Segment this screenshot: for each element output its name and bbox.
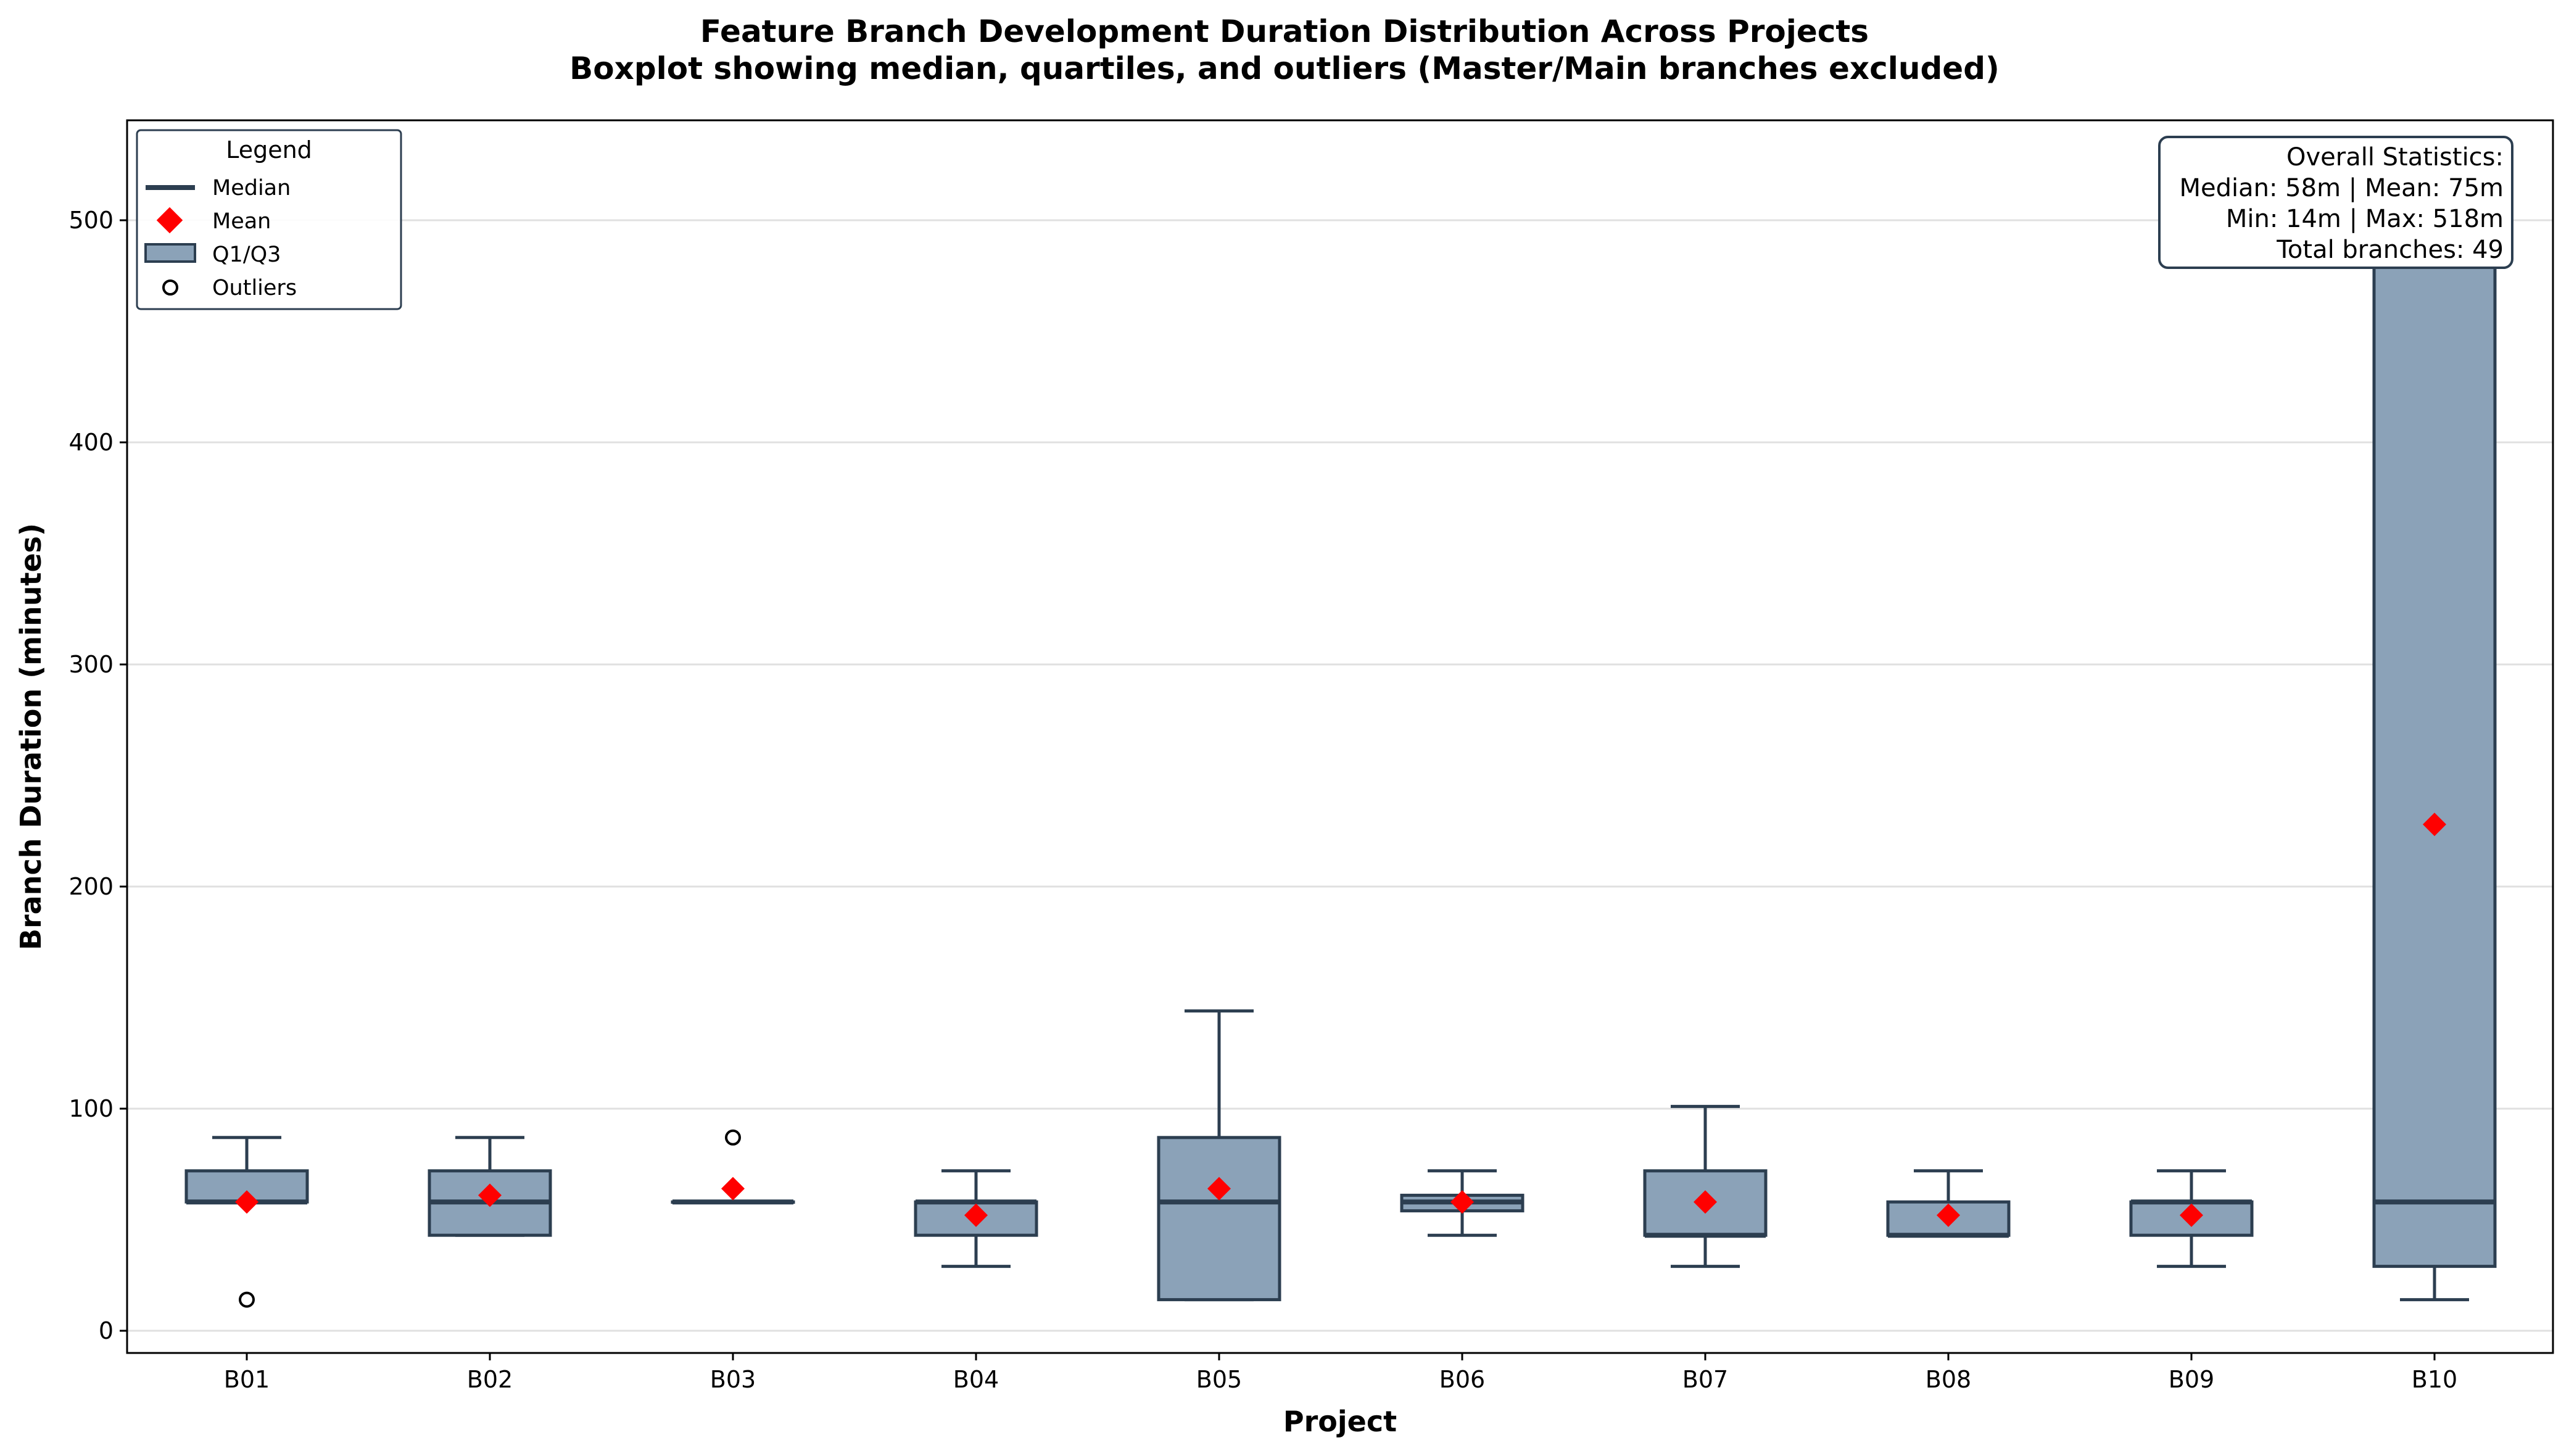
outlier-B01-0 (239, 1291, 255, 1308)
outlier-B03-0 (725, 1129, 741, 1146)
legend-mean-swatch (156, 207, 183, 234)
mean-marker-B07 (1694, 1190, 1717, 1214)
mean-marker-B03 (721, 1177, 745, 1201)
box-B10 (2372, 178, 2497, 1302)
legend-median-label: Median (212, 176, 291, 201)
x-tick-label-B10: B10 (2412, 1366, 2457, 1393)
mean-marker-B01 (235, 1190, 259, 1214)
box-B08 (1886, 1169, 2011, 1238)
mean-marker-B04 (964, 1203, 988, 1227)
plot-area-frame (126, 119, 2554, 1354)
legend-outlier-swatch (162, 279, 178, 296)
y-tick-label-400: 400 (68, 429, 114, 456)
x-tick-label-B04: B04 (953, 1366, 999, 1393)
box-B09 (2129, 1169, 2254, 1268)
y-tick-label-300: 300 (68, 651, 114, 678)
stats-line-2: Median: 58m | Mean: 75m (2180, 174, 2504, 202)
y-tick-label-100: 100 (68, 1095, 114, 1122)
x-tick-label-B03: B03 (710, 1366, 756, 1393)
legend-mean-label: Mean (212, 209, 271, 234)
box-B01 (184, 1136, 309, 1308)
stats-line-3: Min: 14m | Max: 518m (2226, 205, 2504, 233)
box-B02 (428, 1136, 552, 1237)
iqr-box-B10 (2372, 178, 2497, 1268)
stats-line-4: Total branches: 49 (2276, 236, 2504, 264)
y-tick-label-0: 0 (99, 1317, 114, 1344)
mean-marker-B06 (1450, 1190, 1474, 1214)
legend-q1q3-swatch (144, 243, 196, 263)
legend-title: Legend (226, 136, 312, 163)
box-B04 (914, 1169, 1038, 1268)
legend-frame (136, 129, 402, 310)
x-tick-label-B02: B02 (467, 1366, 513, 1393)
box-B03 (671, 1129, 795, 1205)
x-axis-label: Project (1283, 1405, 1397, 1438)
mean-marker-B09 (2180, 1203, 2203, 1227)
x-tick-label-B05: B05 (1196, 1366, 1242, 1393)
x-tick-label-B06: B06 (1439, 1366, 1485, 1393)
stats-box-frame (2158, 136, 2513, 269)
x-tick-label-B07: B07 (1682, 1366, 1728, 1393)
y-axis-label: Branch Duration (minutes) (14, 523, 48, 950)
boxes (184, 178, 2497, 1308)
stats-line-1: Overall Statistics: (2286, 143, 2504, 172)
box-B07 (1643, 1104, 1768, 1268)
legend: Legend Median Mean Q1/Q3 Outliers (136, 129, 402, 310)
legend-outliers-label: Outliers (212, 276, 297, 300)
box-B05 (1157, 1009, 1281, 1302)
x-tick-label-B09: B09 (2169, 1366, 2214, 1393)
stats-box: Overall Statistics: Median: 58m | Mean: … (2158, 136, 2513, 269)
box-B06 (1400, 1169, 1524, 1237)
mean-marker-B02 (478, 1183, 502, 1207)
legend-q1q3-label: Q1/Q3 (212, 242, 281, 267)
x-tick-label-B01: B01 (224, 1366, 270, 1393)
iqr-box-B05 (1157, 1136, 1281, 1302)
chart-title-line1: Feature Branch Development Duration Dist… (700, 14, 1869, 49)
mean-marker-B08 (1937, 1203, 1960, 1227)
y-tick-label-500: 500 (68, 207, 114, 234)
mean-marker-B05 (1207, 1177, 1231, 1201)
mean-marker-B10 (2423, 813, 2446, 837)
axis-ticks: 0 100 200 300 400 500 B01 B02 B03 B04 B05 B06 B07 B08… (68, 207, 2457, 1393)
x-tick-label-B08: B08 (1926, 1366, 1971, 1393)
grid-lines (127, 219, 2553, 1332)
y-tick-label-200: 200 (68, 873, 114, 900)
chart-title-line2: Boxplot showing median, quartiles, and o… (569, 51, 2000, 86)
